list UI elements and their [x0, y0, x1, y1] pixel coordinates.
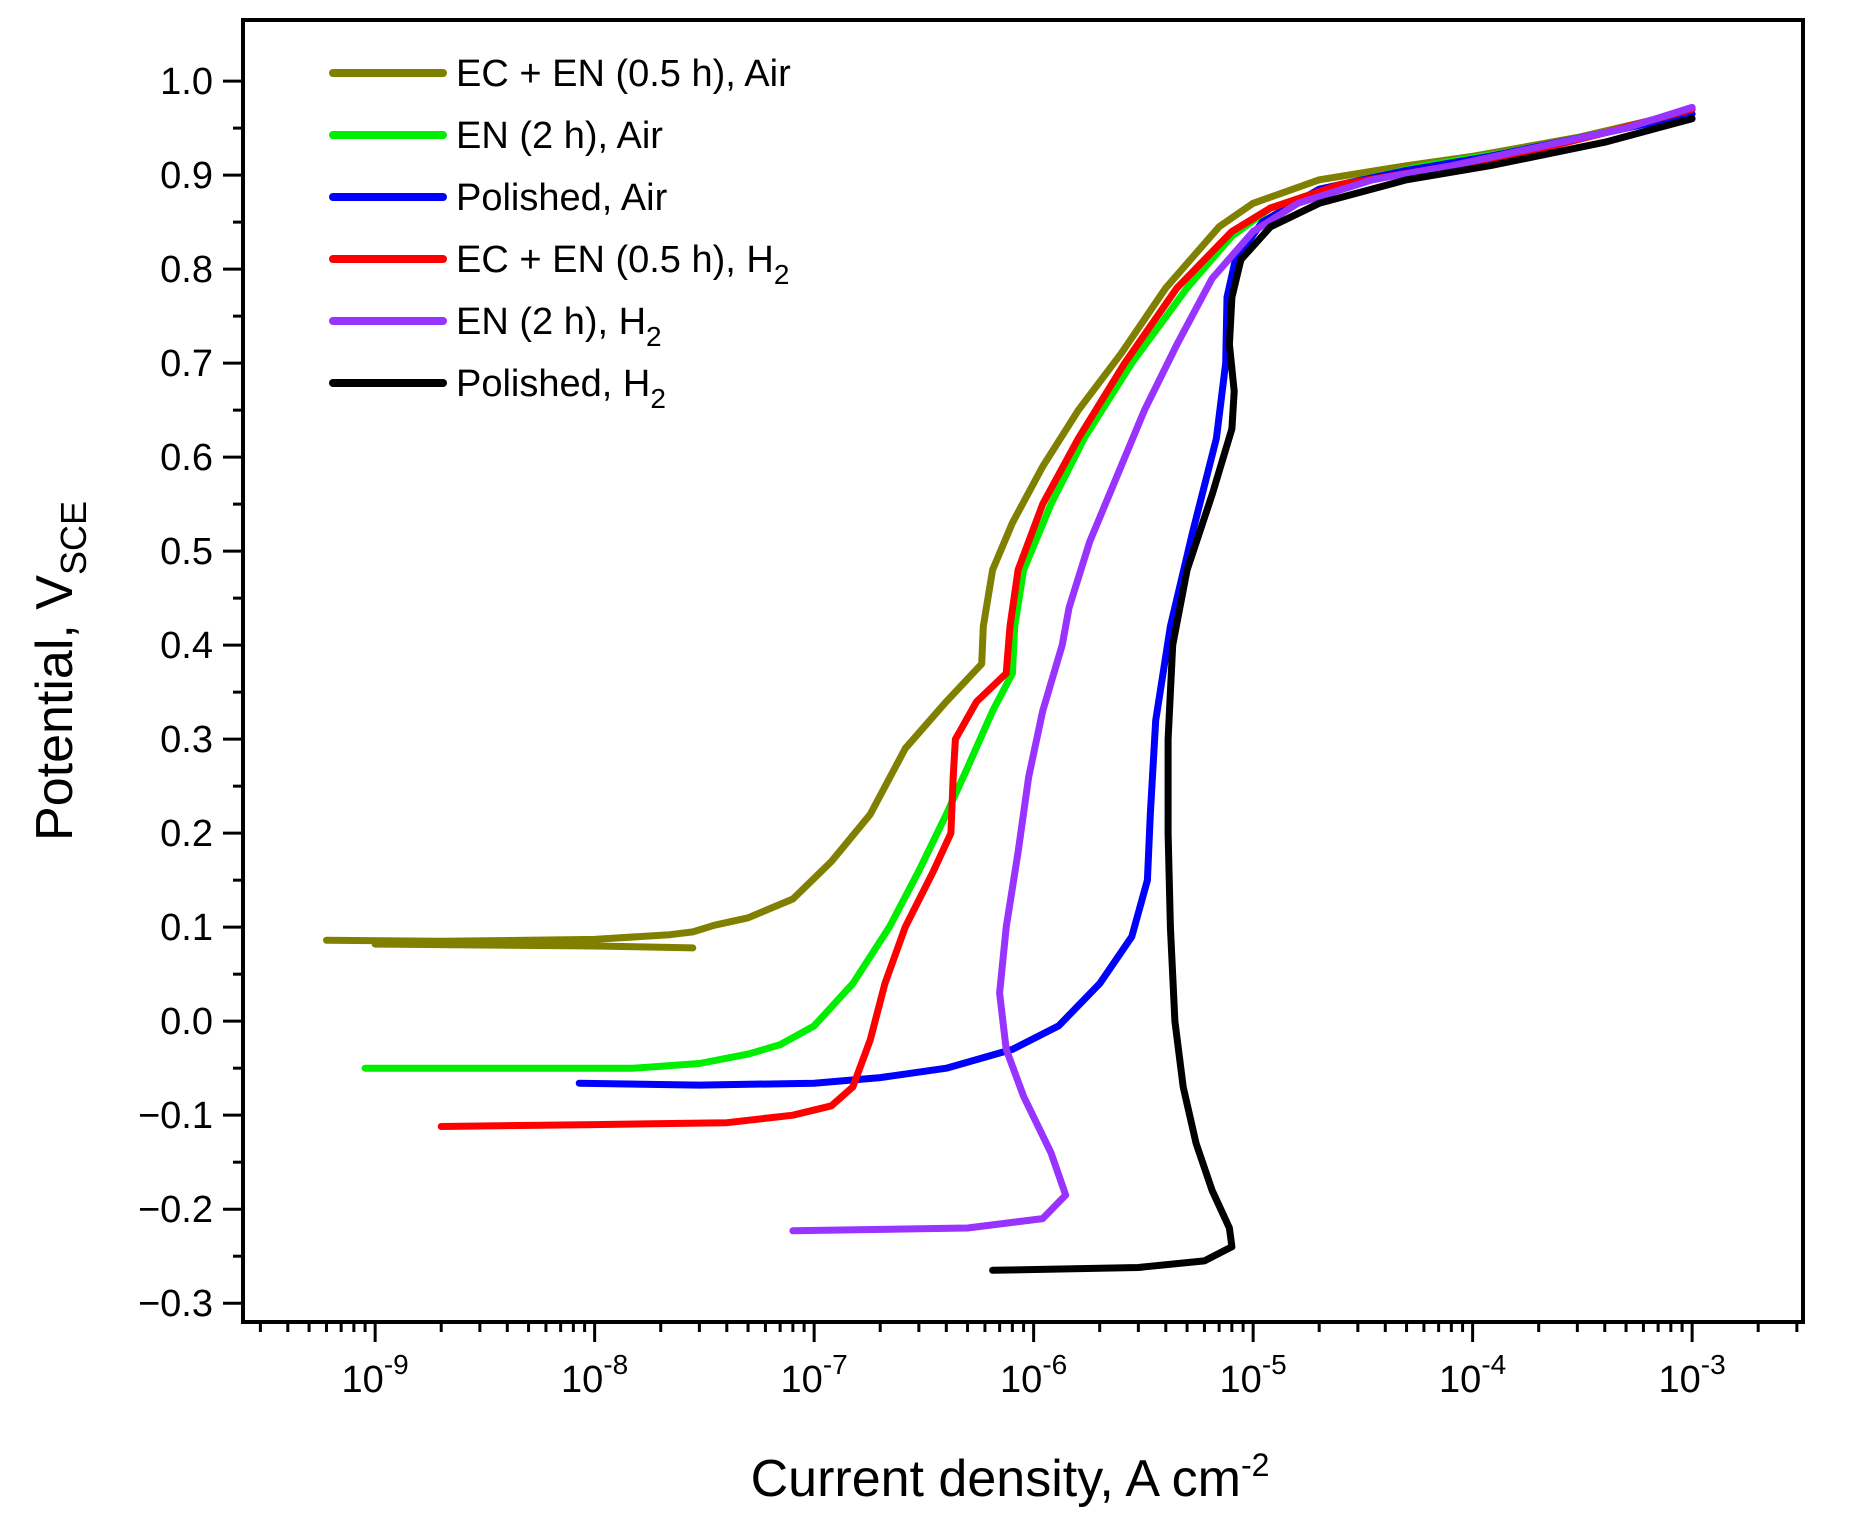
series-line-4 — [437, 105, 1696, 1130]
legend-label: EC + EN (0.5 h), H2 — [456, 239, 789, 290]
y-tick-label: 0.4 — [160, 625, 213, 667]
y-tick-label: 0.2 — [160, 813, 213, 855]
y-tick-label: 0.0 — [160, 1001, 213, 1043]
legend-label: EC + EN (0.5 h), Air — [456, 53, 791, 95]
y-tick-label: 0.9 — [160, 155, 213, 197]
series-line-1-branch — [371, 940, 697, 952]
y-tick-label: 0.8 — [160, 249, 213, 291]
legend-label: Polished, Air — [456, 177, 668, 219]
y-tick-label: 1.0 — [160, 61, 213, 103]
y-axis-title: Potential, VSCE — [26, 501, 94, 841]
legend-label: Polished, H2 — [456, 363, 666, 414]
x-tick-label: 10-5 — [1220, 1349, 1287, 1401]
y-tick-label: −0.3 — [138, 1283, 213, 1325]
y-tick-label: 0.1 — [160, 907, 213, 949]
legend-label: EN (2 h), Air — [456, 115, 663, 157]
x-axis-title: Current density, A cm-2 — [751, 1447, 1270, 1508]
legend-label: EN (2 h), H2 — [456, 301, 662, 352]
y-tick-label: 0.6 — [160, 437, 213, 479]
x-axis-ticks: 10-9 10-8 10-7 10-6 10-5 10-4 10-3 — [258, 1322, 1799, 1401]
series-line-5 — [789, 103, 1696, 1235]
y-tick-label: 0.3 — [160, 719, 213, 761]
x-tick-label: 10-8 — [561, 1349, 628, 1401]
x-tick-label: 10-7 — [781, 1349, 848, 1401]
curves — [323, 103, 1696, 1274]
x-tick-label: 10-9 — [342, 1349, 409, 1401]
x-tick-label: 10-3 — [1659, 1349, 1726, 1401]
series-line-6 — [989, 115, 1696, 1274]
y-tick-label: 0.7 — [160, 343, 213, 385]
series-line-1 — [323, 105, 1696, 945]
legend: EC + EN (0.5 h), Air EN (2 h), Air Polishe… — [329, 53, 791, 414]
y-tick-label: 0.5 — [160, 531, 213, 573]
y-tick-label: −0.2 — [138, 1189, 213, 1231]
x-tick-label: 10-4 — [1439, 1349, 1506, 1401]
y-axis-ticks: 1.0 0.9 0.8 0.7 0.6 0.5 0.4 0.3 0.2 0.1 0.0 −0.1 −0.… — [138, 61, 243, 1325]
y-tick-label: −0.1 — [138, 1095, 213, 1137]
x-tick-label: 10-6 — [1000, 1349, 1067, 1401]
